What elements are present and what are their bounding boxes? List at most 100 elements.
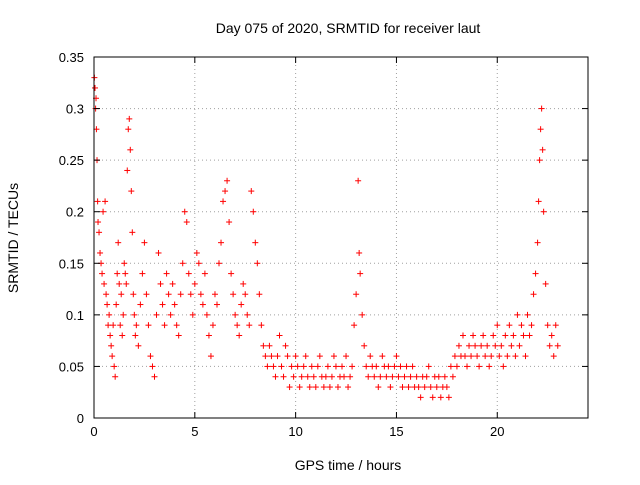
data-point: [230, 291, 237, 298]
data-point: [238, 301, 245, 308]
data-point: [96, 229, 103, 236]
data-point: [244, 311, 251, 318]
data-point: [159, 301, 166, 308]
y-tick-label: 0.1: [66, 308, 84, 323]
data-point: [357, 270, 364, 277]
data-point: [535, 198, 542, 205]
data-point: [220, 198, 227, 205]
data-point: [383, 373, 390, 380]
data-point: [137, 301, 144, 308]
data-point: [433, 384, 440, 391]
data-point: [539, 146, 546, 153]
data-point: [262, 353, 269, 360]
data-point: [173, 322, 180, 329]
data-point: [151, 373, 158, 380]
data-point: [375, 384, 382, 391]
data-point: [103, 291, 110, 298]
data-point: [153, 311, 160, 318]
data-point: [356, 249, 363, 256]
data-point: [236, 332, 243, 339]
chart-title: Day 075 of 2020, SRMTID for receiver lau…: [216, 20, 481, 36]
data-point: [187, 291, 194, 298]
data-point: [149, 363, 156, 370]
data-point: [395, 373, 402, 380]
data-point: [195, 260, 202, 267]
data-point: [222, 188, 229, 195]
y-tick-label: 0.35: [59, 50, 84, 65]
data-point: [118, 291, 125, 298]
data-point: [94, 198, 101, 205]
data-point: [280, 373, 287, 380]
data-point: [306, 384, 313, 391]
data-point: [397, 363, 404, 370]
data-point: [389, 373, 396, 380]
data-point: [443, 384, 450, 391]
data-point: [403, 363, 410, 370]
data-point: [520, 332, 527, 339]
data-point: [472, 342, 479, 349]
data-point: [524, 311, 531, 318]
data-point: [322, 373, 329, 380]
data-point: [492, 342, 499, 349]
data-point: [437, 394, 444, 401]
data-point: [449, 373, 456, 380]
data-point: [143, 291, 150, 298]
x-tick-label: 10: [288, 424, 302, 439]
data-point: [482, 353, 489, 360]
y-tick-label: 0.3: [66, 102, 84, 117]
data-point: [516, 342, 523, 349]
data-point: [183, 219, 190, 226]
data-point: [115, 239, 122, 246]
data-point: [155, 249, 162, 256]
data-point: [107, 332, 114, 339]
data-point: [538, 105, 545, 112]
data-point: [355, 177, 362, 184]
data-point: [171, 301, 178, 308]
data-point: [496, 353, 503, 360]
data-point: [250, 208, 257, 215]
data-point: [161, 322, 168, 329]
data-point: [119, 332, 126, 339]
data-point: [405, 384, 412, 391]
data-point: [218, 239, 225, 246]
data-point: [427, 384, 434, 391]
data-point: [95, 219, 102, 226]
y-tick-label: 0: [77, 411, 84, 426]
data-point: [125, 126, 132, 133]
data-point: [270, 363, 277, 370]
data-point: [191, 280, 198, 287]
data-point: [232, 311, 239, 318]
data-point: [530, 291, 537, 298]
data-point: [122, 270, 129, 277]
y-tick-label: 0.25: [59, 153, 84, 168]
data-point: [203, 311, 210, 318]
data-point: [486, 363, 493, 370]
data-point: [302, 353, 309, 360]
data-point: [552, 322, 559, 329]
data-point: [476, 363, 483, 370]
data-point: [110, 322, 117, 329]
data-point: [534, 239, 541, 246]
data-point: [532, 270, 539, 277]
data-point: [554, 342, 561, 349]
data-point: [308, 363, 315, 370]
y-tick-label: 0.15: [59, 256, 84, 271]
x-tick-label: 15: [389, 424, 403, 439]
data-point: [99, 270, 106, 277]
data-point: [100, 208, 107, 215]
data-point: [540, 208, 547, 215]
data-point: [108, 342, 115, 349]
data-point: [478, 342, 485, 349]
data-point: [480, 332, 487, 339]
data-point: [226, 219, 233, 226]
data-point: [169, 280, 176, 287]
data-point: [312, 384, 319, 391]
x-tick-label: 0: [90, 424, 97, 439]
data-point: [451, 353, 458, 360]
data-point: [292, 353, 299, 360]
y-axis-label: SRMTID / TECUs: [5, 183, 21, 293]
data-point: [401, 373, 408, 380]
data-point: [282, 342, 289, 349]
data-point: [106, 311, 113, 318]
data-point: [124, 167, 131, 174]
